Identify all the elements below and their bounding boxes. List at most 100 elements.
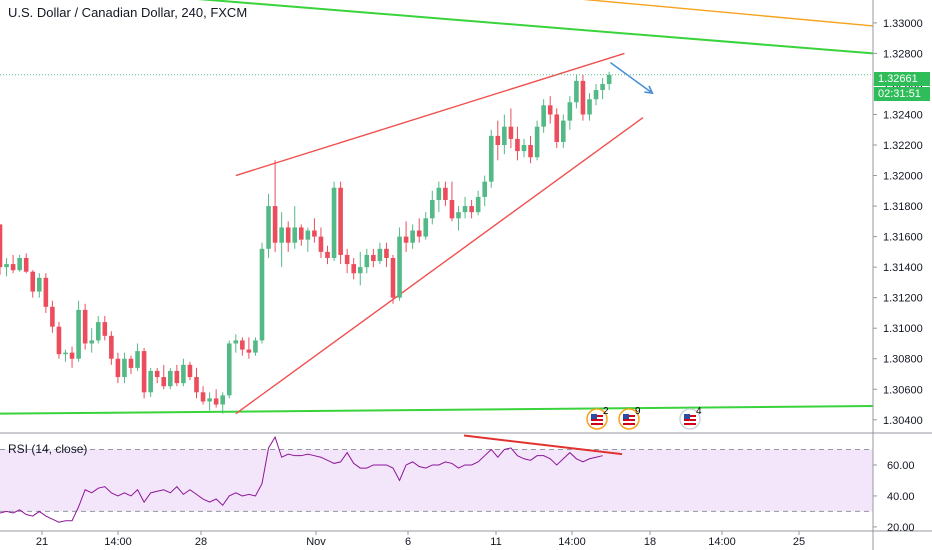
candle-body (89, 340, 94, 344)
rsi-tick-label: 60.00 (887, 460, 915, 472)
candle-body (240, 340, 245, 350)
candle-body (135, 351, 140, 368)
candle-body (233, 340, 239, 344)
candle-body (528, 145, 533, 158)
candle-body (17, 257, 22, 271)
candle-body (187, 364, 193, 378)
candle-body (82, 309, 88, 344)
candle-body (587, 99, 592, 115)
candle-body (364, 254, 370, 268)
price-tick-label: 1.30400 (883, 415, 923, 427)
candle-body (423, 218, 429, 237)
rsi-band (0, 448, 873, 512)
price-tick-label: 1.32800 (883, 48, 923, 60)
candle-body (279, 227, 284, 243)
candle-body (443, 187, 448, 200)
event-count: 2 (603, 406, 609, 417)
candle-body (469, 206, 474, 213)
price-tick-label: 1.30800 (883, 354, 923, 366)
candle-body (141, 351, 147, 393)
price-tick-label: 1.31600 (883, 232, 923, 244)
candle-body (574, 80, 579, 103)
candle-body (128, 358, 134, 368)
candle-body (403, 236, 409, 243)
candle-body (220, 395, 225, 405)
candle-body (259, 248, 265, 341)
candle-body (226, 343, 232, 396)
candle-body (397, 236, 402, 298)
candle-body (384, 248, 389, 258)
candle-body (508, 126, 514, 139)
candle-body (43, 277, 49, 307)
candle-body (305, 230, 311, 240)
price-tick-label: 1.32400 (883, 109, 923, 121)
candle-body (95, 322, 101, 341)
candle-body (462, 206, 468, 213)
candlestick-series (0, 71, 612, 414)
event-count: 9 (635, 406, 641, 417)
economic-event-badge[interactable]: 2 (586, 406, 609, 430)
candle-body (325, 251, 330, 258)
trendline (235, 116, 644, 415)
price-tick-label: 1.31800 (883, 201, 923, 213)
price-tick-label: 1.31400 (883, 262, 923, 274)
us-flag-icon (586, 408, 608, 430)
price-tick-label: 1.32000 (883, 171, 923, 183)
price-tick-label: 1.33000 (883, 18, 923, 30)
trendline (609, 61, 653, 94)
candle-body (390, 257, 396, 298)
time-tick-label: 25 (793, 536, 805, 548)
candle-body (207, 398, 212, 402)
rsi-tick-label: 40.00 (887, 491, 915, 503)
candle-body (285, 227, 291, 243)
candle-body (69, 352, 75, 359)
last-price-tag: 1.32661 (874, 72, 930, 86)
event-count: 4 (696, 406, 702, 417)
candle-body (253, 340, 258, 353)
economic-event-badge[interactable]: 4 (679, 406, 702, 430)
candle-body (30, 271, 36, 292)
candle-body (266, 206, 271, 249)
candle-body (416, 230, 422, 237)
candle-body (410, 230, 415, 243)
candle-body (63, 352, 68, 355)
drawing-overlays (0, 0, 874, 415)
candle-body (541, 105, 546, 127)
candle-body (292, 227, 298, 243)
candle-body (338, 187, 343, 255)
candle-body (475, 196, 481, 213)
trendline (197, 0, 874, 55)
candle-body (161, 377, 167, 387)
candle-body (200, 392, 206, 402)
candle-body (213, 398, 219, 405)
candle-body (50, 306, 55, 327)
time-tick-label: 18 (644, 536, 656, 548)
rsi-line (0, 435, 603, 523)
candle-body (331, 187, 337, 258)
economic-event-badge[interactable]: 9 (618, 406, 641, 430)
candle-body (561, 120, 566, 142)
price-tick-label: 1.32200 (883, 140, 923, 152)
time-tick-label: 11 (490, 536, 501, 548)
candle-body (488, 135, 494, 182)
candle-body (318, 236, 324, 252)
time-tick-label: 14:00 (708, 536, 736, 548)
time-tick-label: 14:00 (558, 536, 586, 548)
candle-body (312, 230, 317, 237)
price-tick-label: 1.30600 (883, 384, 923, 396)
trendline (582, 0, 874, 27)
rsi-label: RSI (14, close) (8, 442, 88, 456)
candle-body (154, 370, 160, 378)
candle-body (502, 126, 507, 146)
time-tick-label: Nov (306, 536, 326, 548)
candle-body (554, 114, 560, 142)
candle-body (23, 257, 29, 272)
candle-body (56, 326, 62, 355)
candle-body (148, 370, 153, 393)
candle-body (351, 264, 356, 274)
rsi-series (0, 434, 623, 523)
candle-body (593, 90, 599, 100)
countdown-tag: 02:31:51 (874, 87, 930, 101)
price-tick-label: 1.31000 (883, 323, 923, 335)
